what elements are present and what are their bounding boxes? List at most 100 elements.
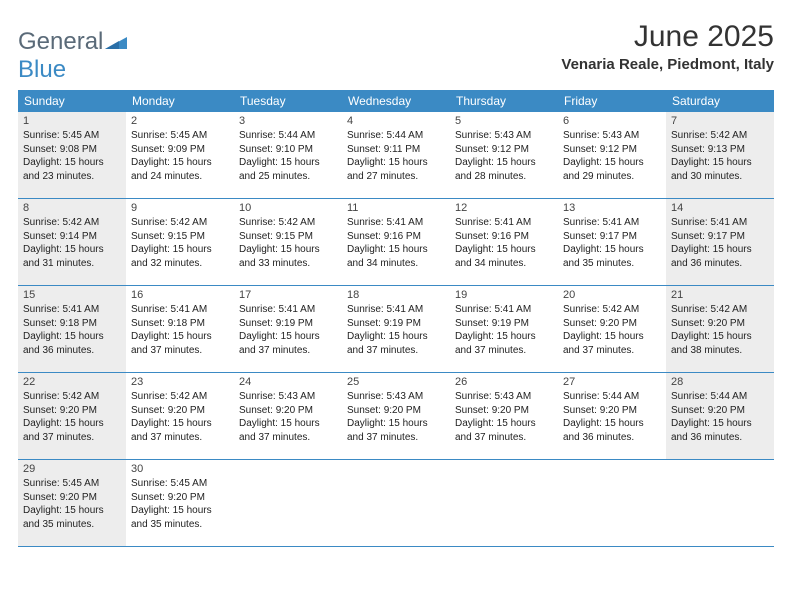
day-number: 5 (455, 115, 553, 127)
day-cell: 20Sunrise: 5:42 AMSunset: 9:20 PMDayligh… (558, 286, 666, 372)
sunset-text: Sunset: 9:15 PM (239, 230, 337, 244)
daylight-text: Daylight: 15 hours and 37 minutes. (23, 417, 121, 444)
daylight-text: Daylight: 15 hours and 29 minutes. (563, 156, 661, 183)
day-number: 8 (23, 202, 121, 214)
sunrise-text: Sunrise: 5:43 AM (455, 390, 553, 404)
day-info: Sunrise: 5:41 AMSunset: 9:16 PMDaylight:… (347, 216, 445, 270)
sunrise-text: Sunrise: 5:41 AM (347, 303, 445, 317)
daylight-text: Daylight: 15 hours and 30 minutes. (671, 156, 769, 183)
weekday-header: Monday (126, 90, 234, 112)
day-info: Sunrise: 5:43 AMSunset: 9:20 PMDaylight:… (239, 390, 337, 444)
day-info: Sunrise: 5:42 AMSunset: 9:20 PMDaylight:… (23, 390, 121, 444)
day-info: Sunrise: 5:43 AMSunset: 9:12 PMDaylight:… (563, 129, 661, 183)
daylight-text: Daylight: 15 hours and 35 minutes. (23, 504, 121, 531)
weekday-header: Wednesday (342, 90, 450, 112)
day-number: 12 (455, 202, 553, 214)
day-number: 24 (239, 376, 337, 388)
day-number: 15 (23, 289, 121, 301)
sunrise-text: Sunrise: 5:45 AM (131, 129, 229, 143)
sunset-text: Sunset: 9:20 PM (671, 404, 769, 418)
day-cell (666, 460, 774, 546)
day-cell: 30Sunrise: 5:45 AMSunset: 9:20 PMDayligh… (126, 460, 234, 546)
week-row: 29Sunrise: 5:45 AMSunset: 9:20 PMDayligh… (18, 460, 774, 547)
day-number: 10 (239, 202, 337, 214)
day-cell: 9Sunrise: 5:42 AMSunset: 9:15 PMDaylight… (126, 199, 234, 285)
calendar-grid: Sunday Monday Tuesday Wednesday Thursday… (18, 90, 774, 547)
daylight-text: Daylight: 15 hours and 24 minutes. (131, 156, 229, 183)
day-info: Sunrise: 5:42 AMSunset: 9:15 PMDaylight:… (239, 216, 337, 270)
day-info: Sunrise: 5:41 AMSunset: 9:19 PMDaylight:… (347, 303, 445, 357)
sunset-text: Sunset: 9:12 PM (455, 143, 553, 157)
sunset-text: Sunset: 9:20 PM (131, 491, 229, 505)
daylight-text: Daylight: 15 hours and 28 minutes. (455, 156, 553, 183)
sunset-text: Sunset: 9:16 PM (455, 230, 553, 244)
day-cell: 10 Sunrise: 5:42 AMSunset: 9:15 PMDayligh… (234, 199, 342, 285)
day-info: Sunrise: 5:41 AMSunset: 9:18 PMDaylight:… (23, 303, 121, 357)
daylight-text: Daylight: 15 hours and 36 minutes. (563, 417, 661, 444)
sunset-text: Sunset: 9:20 PM (23, 491, 121, 505)
day-number: 13 (563, 202, 661, 214)
day-info: Sunrise: 5:42 AMSunset: 9:20 PMDaylight:… (131, 390, 229, 444)
daylight-text: Daylight: 15 hours and 35 minutes. (131, 504, 229, 531)
day-info: Sunrise: 5:42 AMSunset: 9:13 PMDaylight:… (671, 129, 769, 183)
day-cell: 25Sunrise: 5:43 AMSunset: 9:20 PMDayligh… (342, 373, 450, 459)
sunrise-text: Sunrise: 5:42 AM (563, 303, 661, 317)
day-cell: 4Sunrise: 5:44 AMSunset: 9:11 PMDaylight… (342, 112, 450, 198)
sunset-text: Sunset: 9:18 PM (131, 317, 229, 331)
day-cell: 22Sunrise: 5:42 AMSunset: 9:20 PMDayligh… (18, 373, 126, 459)
day-number: 3 (239, 115, 337, 127)
sunset-text: Sunset: 9:14 PM (23, 230, 121, 244)
daylight-text: Daylight: 15 hours and 25 minutes. (239, 156, 337, 183)
daylight-text: Daylight: 15 hours and 37 minutes. (347, 330, 445, 357)
sunset-text: Sunset: 9:20 PM (23, 404, 121, 418)
day-number: 1 (23, 115, 121, 127)
week-row: 22Sunrise: 5:42 AMSunset: 9:20 PMDayligh… (18, 373, 774, 460)
daylight-text: Daylight: 15 hours and 37 minutes. (455, 417, 553, 444)
daylight-text: Daylight: 15 hours and 36 minutes. (23, 330, 121, 357)
day-number: 21 (671, 289, 769, 301)
daylight-text: Daylight: 15 hours and 34 minutes. (455, 243, 553, 270)
day-info: Sunrise: 5:44 AMSunset: 9:10 PMDaylight:… (239, 129, 337, 183)
day-number: 27 (563, 376, 661, 388)
day-cell: 16Sunrise: 5:41 AMSunset: 9:18 PMDayligh… (126, 286, 234, 372)
day-info: Sunrise: 5:43 AMSunset: 9:20 PMDaylight:… (347, 390, 445, 444)
day-cell: 26Sunrise: 5:43 AMSunset: 9:20 PMDayligh… (450, 373, 558, 459)
sunrise-text: Sunrise: 5:41 AM (563, 216, 661, 230)
day-info: Sunrise: 5:42 AMSunset: 9:14 PMDaylight:… (23, 216, 121, 270)
daylight-text: Daylight: 15 hours and 33 minutes. (239, 243, 337, 270)
day-number: 9 (131, 202, 229, 214)
sunrise-text: Sunrise: 5:42 AM (671, 303, 769, 317)
sunset-text: Sunset: 9:12 PM (563, 143, 661, 157)
day-info: Sunrise: 5:44 AMSunset: 9:11 PMDaylight:… (347, 129, 445, 183)
sunrise-text: Sunrise: 5:44 AM (239, 129, 337, 143)
day-cell: 2Sunrise: 5:45 AMSunset: 9:09 PMDaylight… (126, 112, 234, 198)
sunset-text: Sunset: 9:17 PM (671, 230, 769, 244)
week-row: 8Sunrise: 5:42 AMSunset: 9:14 PMDaylight… (18, 199, 774, 286)
weekday-header: Tuesday (234, 90, 342, 112)
sunset-text: Sunset: 9:08 PM (23, 143, 121, 157)
daylight-text: Daylight: 15 hours and 37 minutes. (455, 330, 553, 357)
week-row: 1 Sunrise: 5:45 AM Sunset: 9:08 PM Daylight… (18, 112, 774, 199)
sunrise-text: Sunrise: 5:43 AM (563, 129, 661, 143)
sunrise-text: Sunrise: 5:42 AM (23, 216, 121, 230)
day-number: 29 (23, 463, 121, 475)
sunset-text: Sunset: 9:16 PM (347, 230, 445, 244)
day-number: 6 (563, 115, 661, 127)
sunset-text: Sunset: 9:20 PM (455, 404, 553, 418)
day-cell: 11Sunrise: 5:41 AMSunset: 9:16 PMDayligh… (342, 199, 450, 285)
day-info: Sunrise: 5:41 AMSunset: 9:17 PMDaylight:… (671, 216, 769, 270)
weekday-header: Sunday (18, 90, 126, 112)
daylight-text: Daylight: 15 hours and 37 minutes. (239, 417, 337, 444)
sunset-text: Sunset: 9:20 PM (347, 404, 445, 418)
daylight-text: Daylight: 15 hours and 37 minutes. (131, 417, 229, 444)
daylight-text: Daylight: 15 hours and 37 minutes. (239, 330, 337, 357)
weekday-header: Saturday (666, 90, 774, 112)
day-info: Sunrise: 5:43 AMSunset: 9:12 PMDaylight:… (455, 129, 553, 183)
daylight-text: Daylight: 15 hours and 36 minutes. (671, 243, 769, 270)
sunrise-text: Sunrise: 5:41 AM (239, 303, 337, 317)
sunset-text: Sunset: 9:20 PM (563, 404, 661, 418)
sunrise-text: Sunrise: 5:42 AM (131, 216, 229, 230)
day-info: Sunrise: 5:43 AMSunset: 9:20 PMDaylight:… (455, 390, 553, 444)
daylight-text: Daylight: 15 hours and 37 minutes. (131, 330, 229, 357)
weekday-header: Thursday (450, 90, 558, 112)
